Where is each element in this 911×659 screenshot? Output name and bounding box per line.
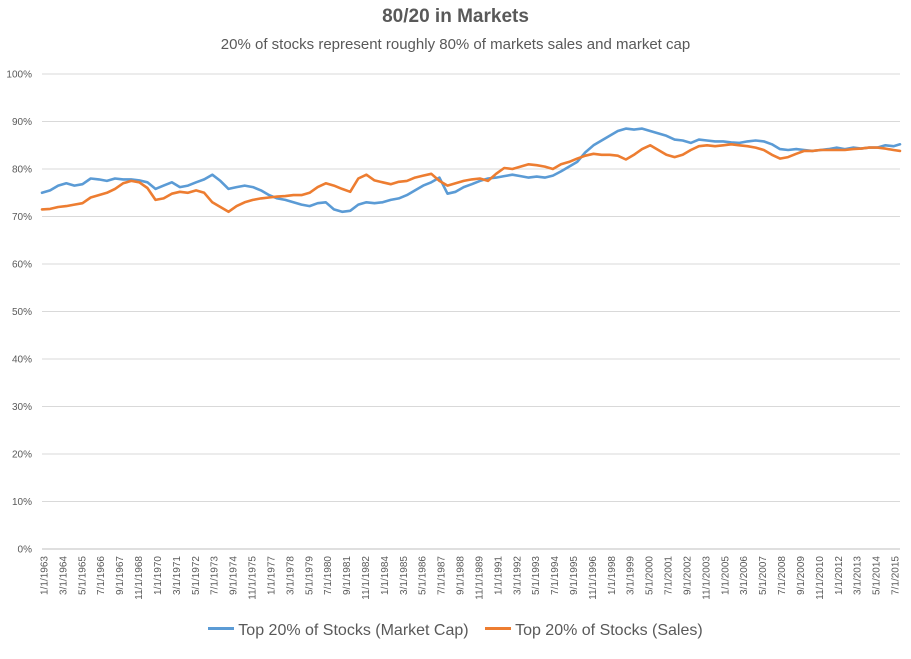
x-tick-label: 11/1/1982	[361, 556, 372, 600]
x-tick-label: 9/1/2009	[796, 556, 807, 595]
x-tick-label: 7/1/2008	[777, 556, 788, 595]
x-tick-label: 1/1/1963	[40, 556, 51, 595]
chart-subtitle: 20% of stocks represent roughly 80% of m…	[220, 36, 691, 53]
x-tick-label: 5/1/1965	[77, 556, 88, 595]
x-tick-label: 9/1/1967	[115, 556, 126, 595]
x-tick-label: 7/1/1987	[437, 556, 448, 595]
x-tick-label: 11/1/1996	[588, 556, 599, 600]
legend-item-market-cap: Top 20% of Stocks (Market Cap)	[208, 622, 469, 640]
x-tick-label: 5/1/2014	[872, 556, 883, 595]
y-tick-label: 80%	[12, 165, 32, 176]
x-tick-label: 1/1/1991	[493, 556, 504, 595]
y-tick-label: 50%	[12, 307, 32, 318]
x-tick-label: 7/1/2001	[664, 556, 675, 595]
x-tick-label: 3/1/2006	[739, 556, 750, 595]
y-tick-label: 30%	[12, 402, 32, 413]
x-tick-label: 11/1/1968	[134, 556, 145, 600]
x-tick-label: 5/1/1986	[418, 556, 429, 595]
y-tick-label: 70%	[12, 212, 32, 223]
x-tick-label: 9/1/1981	[342, 556, 353, 595]
x-tick-label: 5/1/2000	[645, 556, 656, 595]
x-tick-label: 11/1/1975	[248, 556, 259, 600]
x-tick-label: 3/1/2013	[853, 556, 864, 595]
x-tick-label: 5/1/1993	[531, 556, 542, 595]
x-tick-label: 9/1/1995	[569, 556, 580, 595]
legend-label-sales: Top 20% of Stocks (Sales)	[515, 622, 703, 639]
legend-swatch-market-cap	[208, 627, 235, 631]
x-tick-label: 1/1/1970	[153, 556, 164, 595]
x-tick-label: 7/1/1994	[550, 556, 561, 595]
x-tick-label: 7/1/1980	[323, 556, 334, 595]
legend-item-sales: Top 20% of Stocks (Sales)	[485, 622, 703, 640]
x-tick-label: 11/1/1989	[474, 556, 485, 600]
y-tick-label: 20%	[12, 450, 32, 461]
x-tick-label: 1/1/1998	[607, 556, 618, 595]
x-tick-label: 9/1/2002	[682, 556, 693, 595]
x-axis-ticks: 1/1/1963 3/1/1964 5/1/1965 7/1/1966 9/1/1967…	[40, 556, 902, 600]
series-line-0	[40, 127, 902, 214]
y-tick-label: 10%	[12, 497, 32, 508]
x-tick-label: 1/1/2005	[720, 556, 731, 595]
x-tick-label: 9/1/1988	[456, 556, 467, 595]
x-tick-label: 3/1/1985	[399, 556, 410, 595]
x-tick-label: 3/1/1964	[58, 556, 69, 595]
x-tick-label: 1/1/1984	[380, 556, 391, 595]
series-line-1	[40, 143, 902, 214]
x-tick-label: 5/1/1979	[304, 556, 315, 595]
legend-swatch-sales	[485, 627, 512, 631]
x-tick-label: 9/1/1974	[229, 556, 240, 595]
x-tick-label: 11/1/2003	[701, 556, 712, 600]
x-tick-label: 3/1/1978	[285, 556, 296, 595]
x-tick-label: 5/1/1972	[191, 556, 202, 595]
x-tick-label: 1/1/2012	[834, 556, 845, 595]
series-lines	[40, 127, 902, 214]
y-tick-label: 60%	[12, 260, 32, 271]
x-tick-label: 5/1/2007	[758, 556, 769, 595]
gridlines	[42, 73, 900, 502]
chart-title: 80/20 in Markets	[382, 6, 529, 27]
y-axis-ticks: 0% 10% 20% 30% 40% 50% 60% 70% 80% 90% 100%	[6, 70, 32, 556]
legend: Top 20% of Stocks (Market Cap) Top 20% o…	[0, 622, 911, 640]
y-tick-label: 0%	[18, 545, 33, 556]
x-tick-label: 7/1/2015	[891, 556, 902, 595]
x-tick-label: 7/1/1966	[96, 556, 107, 595]
x-tick-label: 3/1/1971	[172, 556, 183, 595]
x-tick-label: 3/1/1992	[512, 556, 523, 595]
x-tick-label: 3/1/1999	[626, 556, 637, 595]
x-tick-label: 7/1/1973	[210, 556, 221, 595]
legend-label-market-cap: Top 20% of Stocks (Market Cap)	[238, 622, 469, 639]
y-tick-label: 90%	[12, 117, 32, 128]
x-tick-label: 11/1/2010	[815, 556, 826, 600]
y-tick-label: 100%	[6, 70, 32, 81]
y-tick-label: 40%	[12, 355, 32, 366]
x-tick-label: 1/1/1977	[266, 556, 277, 595]
